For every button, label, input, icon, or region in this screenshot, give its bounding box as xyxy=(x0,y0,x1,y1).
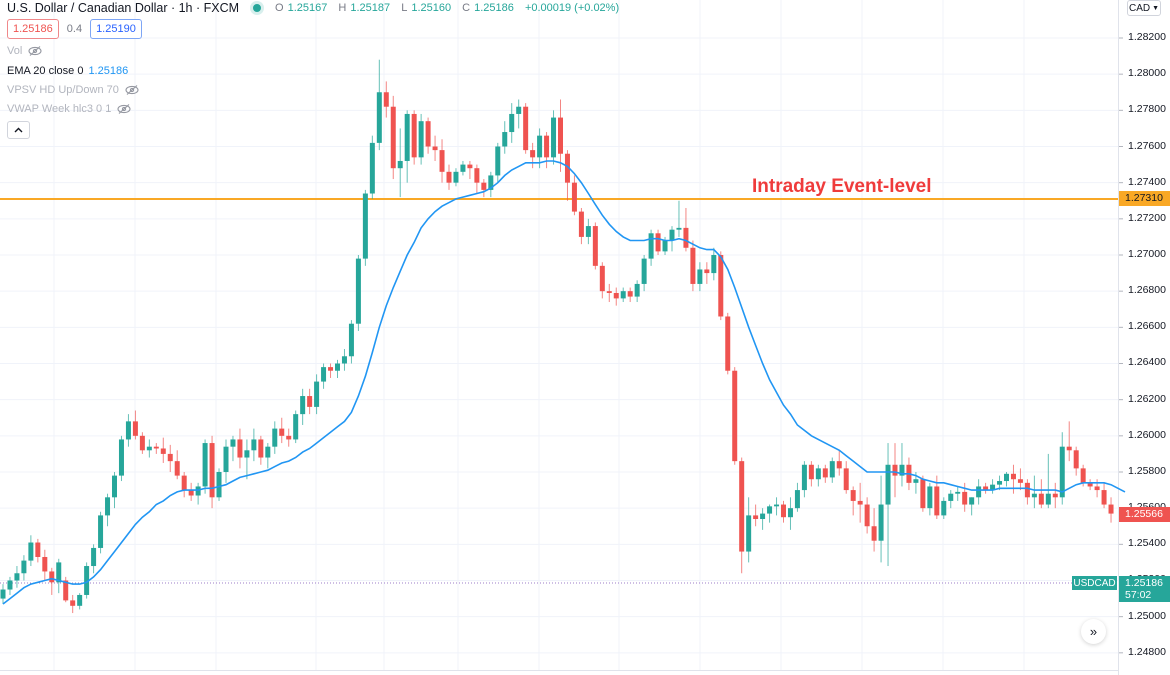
price-axis-label: 1.28200 xyxy=(1128,31,1166,43)
open-value: 1.25167 xyxy=(287,2,328,14)
indicator-vwap[interactable]: VWAP Week hlc3 0 1 xyxy=(7,103,131,115)
indicator-vol[interactable]: Vol xyxy=(7,45,42,57)
eye-hidden-icon[interactable] xyxy=(125,85,139,95)
chart-legend-header: U.S. Dollar / Canadian Dollar · 1h · FXC… xyxy=(7,1,623,15)
high-value: 1.25187 xyxy=(350,2,391,14)
red-price-tag: 1.25566 xyxy=(1119,506,1170,522)
chart-grid xyxy=(0,0,1123,670)
price-axis-label: 1.26800 xyxy=(1128,284,1166,297)
currency-selector[interactable]: CAD ▼ xyxy=(1127,0,1161,16)
buy-button[interactable]: 1.25190 xyxy=(90,19,142,39)
price-axis-label: 1.26600 xyxy=(1128,320,1166,333)
candlestick-series xyxy=(0,59,1114,614)
price-axis-label: 1.27000 xyxy=(1128,248,1166,260)
price-axis-label: 1.26200 xyxy=(1128,392,1166,405)
price-axis-label: 1.27600 xyxy=(1128,139,1166,152)
scroll-to-realtime-button[interactable]: » xyxy=(1081,619,1106,644)
price-axis-label: 1.25800 xyxy=(1128,464,1166,477)
spread-value: 0.4 xyxy=(66,23,83,35)
symbol-tag: USDCAD xyxy=(1072,576,1117,590)
quote-panel: 1.25186 0.4 1.25190 xyxy=(7,19,142,39)
price-axis-label: 1.25000 xyxy=(1128,609,1166,622)
price-axis-label: 1.24800 xyxy=(1128,645,1166,658)
chevron-down-icon: ▼ xyxy=(1152,4,1160,12)
eye-hidden-icon[interactable] xyxy=(28,46,42,56)
ohlc-values: O 1.25167 H 1.25187 L 1.25160 C 1.25186 +0.0… xyxy=(275,2,620,14)
change-value: +0.00019 (+0.02%) xyxy=(524,2,620,14)
current-price-tag: 1.25186 57:02 xyxy=(1119,576,1170,602)
low-value: 1.25160 xyxy=(411,2,452,14)
price-axis-label: 1.27200 xyxy=(1128,211,1166,224)
sell-button[interactable]: 1.25186 xyxy=(7,19,59,39)
market-status-dot-icon xyxy=(253,4,262,12)
price-axis-label: 1.26000 xyxy=(1128,428,1166,441)
price-axis-label: 1.25400 xyxy=(1128,537,1166,550)
ema-value: 1.25186 xyxy=(88,65,129,77)
price-axis-label: 1.28000 xyxy=(1128,67,1166,80)
collapse-legend-button[interactable] xyxy=(7,121,30,139)
indicator-vpsv[interactable]: VPSV HD Up/Down 70 xyxy=(7,84,139,96)
indicator-ema[interactable]: EMA 20 close 0 1.25186 xyxy=(7,65,129,77)
ema-line xyxy=(2,160,1126,605)
event-level-price-tag: 1.27310 xyxy=(1119,191,1170,207)
chevron-up-icon xyxy=(14,127,23,133)
symbol-title[interactable]: U.S. Dollar / Canadian Dollar · 1h · FXC… xyxy=(7,1,240,15)
eye-hidden-icon[interactable] xyxy=(117,104,131,114)
double-chevron-right-icon: » xyxy=(1089,624,1098,639)
price-axis-label: 1.27400 xyxy=(1128,175,1166,188)
price-axis-label: 1.26400 xyxy=(1128,356,1166,369)
event-level-annotation[interactable]: Intraday Event-level xyxy=(752,176,932,197)
close-value: 1.25186 xyxy=(474,2,514,14)
bar-countdown: 57:02 xyxy=(1125,589,1152,601)
price-axis-label: 1.27800 xyxy=(1128,103,1166,116)
